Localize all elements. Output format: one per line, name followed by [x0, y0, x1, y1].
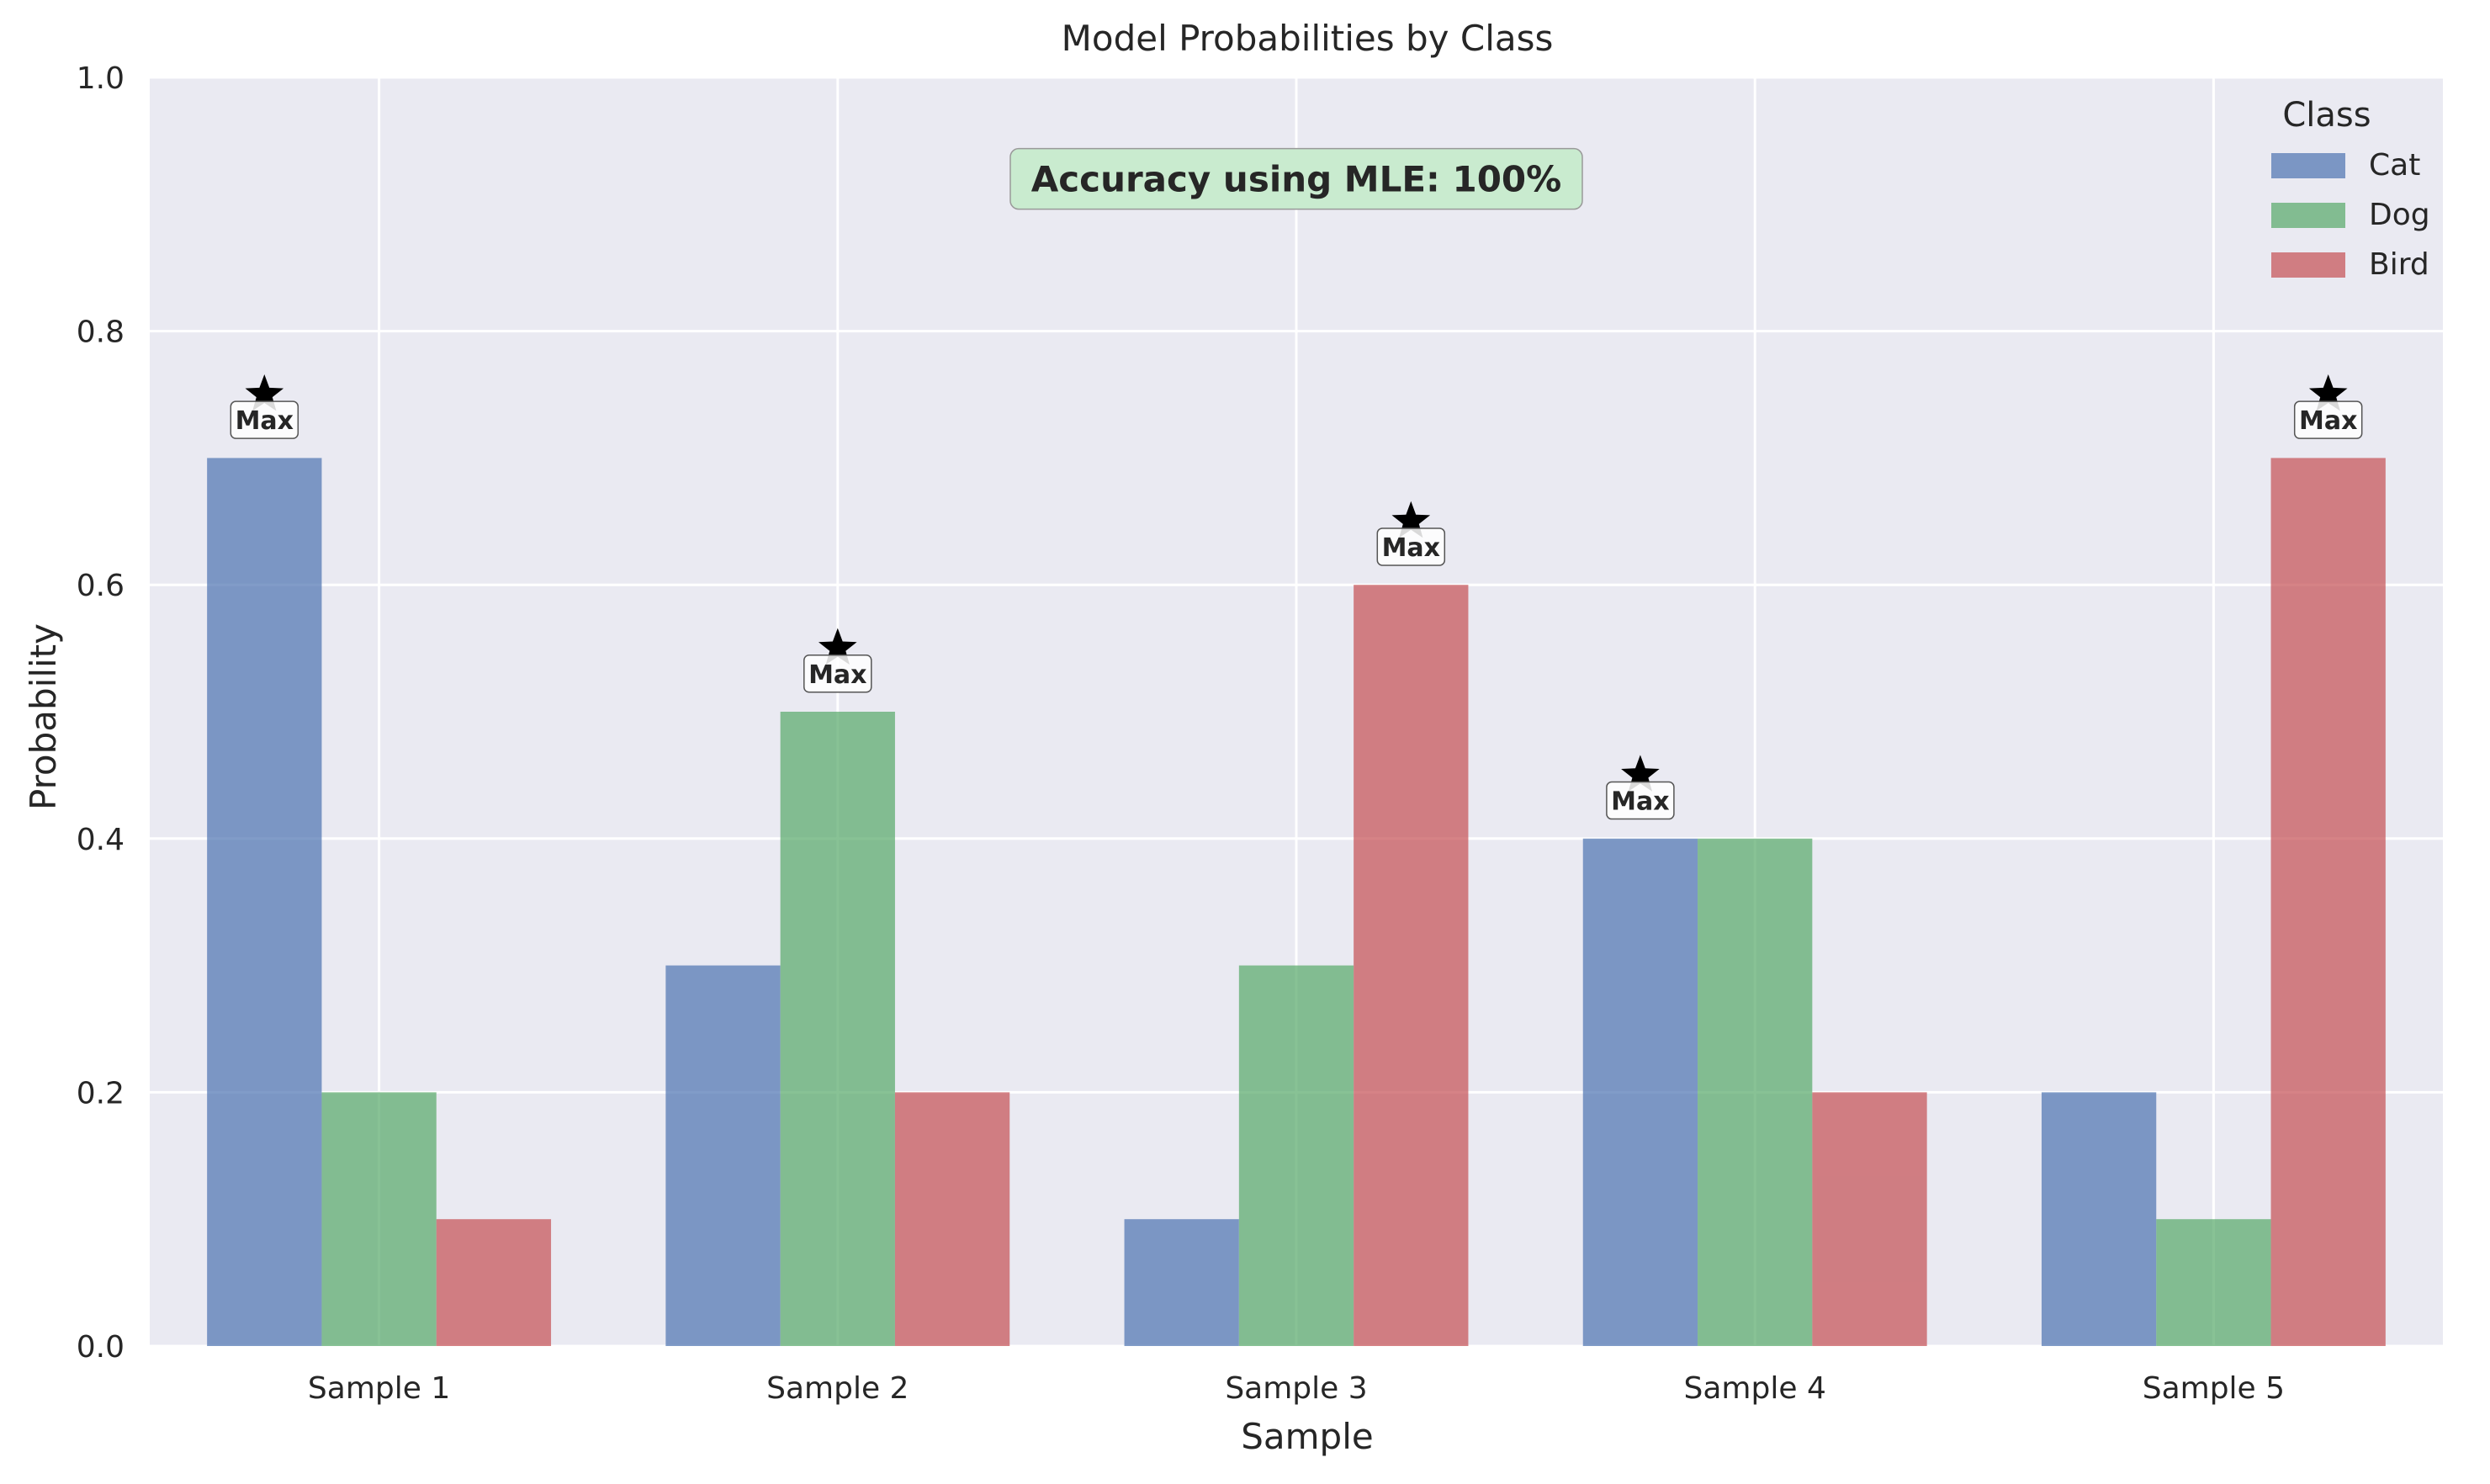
plot-area: 0.0 0.2 0.4 0.6 0.8 1.0 Sample 1 Sample 2 Sample…	[77, 61, 2443, 1406]
legend-label-bird: Bird	[2369, 247, 2429, 282]
bar-dog	[321, 1092, 437, 1346]
y-tick-label: 0.2	[77, 1076, 124, 1110]
bar-dog	[1238, 965, 1354, 1346]
legend-swatch-bird	[2271, 252, 2345, 278]
max-label-box	[1376, 527, 1446, 566]
max-star-icon	[2308, 374, 2348, 411]
bar-bird	[1354, 585, 1469, 1346]
bar-bird	[1812, 1092, 1927, 1346]
accuracy-annotation-box	[1009, 147, 1583, 210]
max-label-box	[803, 655, 872, 693]
y-tick-label: 0.0	[77, 1330, 124, 1365]
legend-label-dog: Dog	[2369, 198, 2430, 232]
bar-cat	[1124, 1219, 1239, 1346]
bar-cat	[1582, 838, 1698, 1346]
legend-swatch-cat	[2271, 153, 2345, 178]
max-label-box	[1606, 781, 1675, 820]
x-tick-label: Sample 5	[2143, 1371, 2285, 1406]
chart-title: Model Probabilities by Class	[1062, 18, 1554, 59]
legend-label-cat: Cat	[2369, 148, 2420, 183]
x-tick-label: Sample 3	[1225, 1371, 1367, 1406]
max-label: Max	[1382, 533, 1440, 563]
bar-dog	[1698, 838, 1813, 1346]
max-label: Max	[1611, 787, 1669, 817]
y-tick-label: 0.6	[77, 569, 124, 603]
max-label-box	[2293, 400, 2363, 439]
y-axis-label: Probability	[23, 623, 64, 810]
bar-dog	[780, 712, 895, 1346]
x-tick-label: Sample 1	[308, 1371, 450, 1406]
bar-dog	[2156, 1219, 2271, 1346]
accuracy-annotation: Accuracy using MLE: 100%	[1031, 159, 1561, 200]
legend-swatch-dog	[2271, 203, 2345, 228]
x-tick-label: Sample 2	[766, 1371, 909, 1406]
max-label: Max	[236, 406, 294, 436]
bar-cat	[665, 965, 781, 1346]
max-star-icon	[245, 374, 284, 411]
bar-bird	[436, 1219, 552, 1346]
x-axis-label: Sample	[1241, 1416, 1373, 1457]
max-star-icon	[1621, 755, 1660, 792]
max-star-icon	[819, 628, 857, 665]
x-tick-label: Sample 4	[1684, 1371, 1826, 1406]
max-label-box	[230, 400, 299, 439]
bar-bird	[2270, 458, 2386, 1346]
legend-title: Class	[2282, 96, 2371, 135]
y-tick-label: 0.4	[77, 823, 124, 857]
bar-bird	[894, 1092, 1010, 1346]
y-tick-label: 1.0	[77, 61, 124, 96]
bar-cat	[2041, 1092, 2157, 1346]
max-star-icon	[1391, 501, 1431, 538]
y-tick-label: 0.8	[77, 315, 124, 350]
bar-cat	[207, 458, 322, 1346]
max-label: Max	[808, 660, 866, 690]
max-label: Max	[2299, 406, 2357, 436]
